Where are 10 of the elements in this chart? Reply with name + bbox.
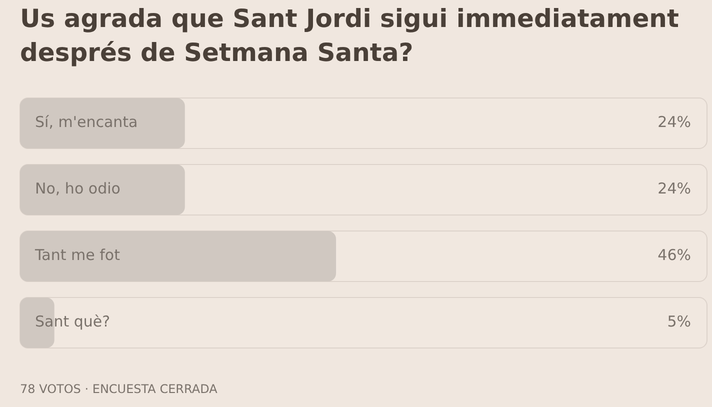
data-label: 24% <box>658 180 691 198</box>
y-tick-label: No, ho odio <box>35 180 120 198</box>
chart-title: Us agrada que Sant Jordi sigui immediatament després de Setmana Santa? <box>20 3 680 69</box>
text: 78 VOTOS · ENCUESTA CERRADA <box>20 382 218 396</box>
y-tick-label: Sant què? <box>35 312 110 331</box>
y-tick-label: Tant me fot <box>34 246 120 264</box>
data-label: 5% <box>667 312 691 331</box>
data-label: 24% <box>658 113 691 132</box>
data-label: 46% <box>658 246 691 264</box>
y-tick-label: Sí, m'encanta <box>35 113 138 132</box>
